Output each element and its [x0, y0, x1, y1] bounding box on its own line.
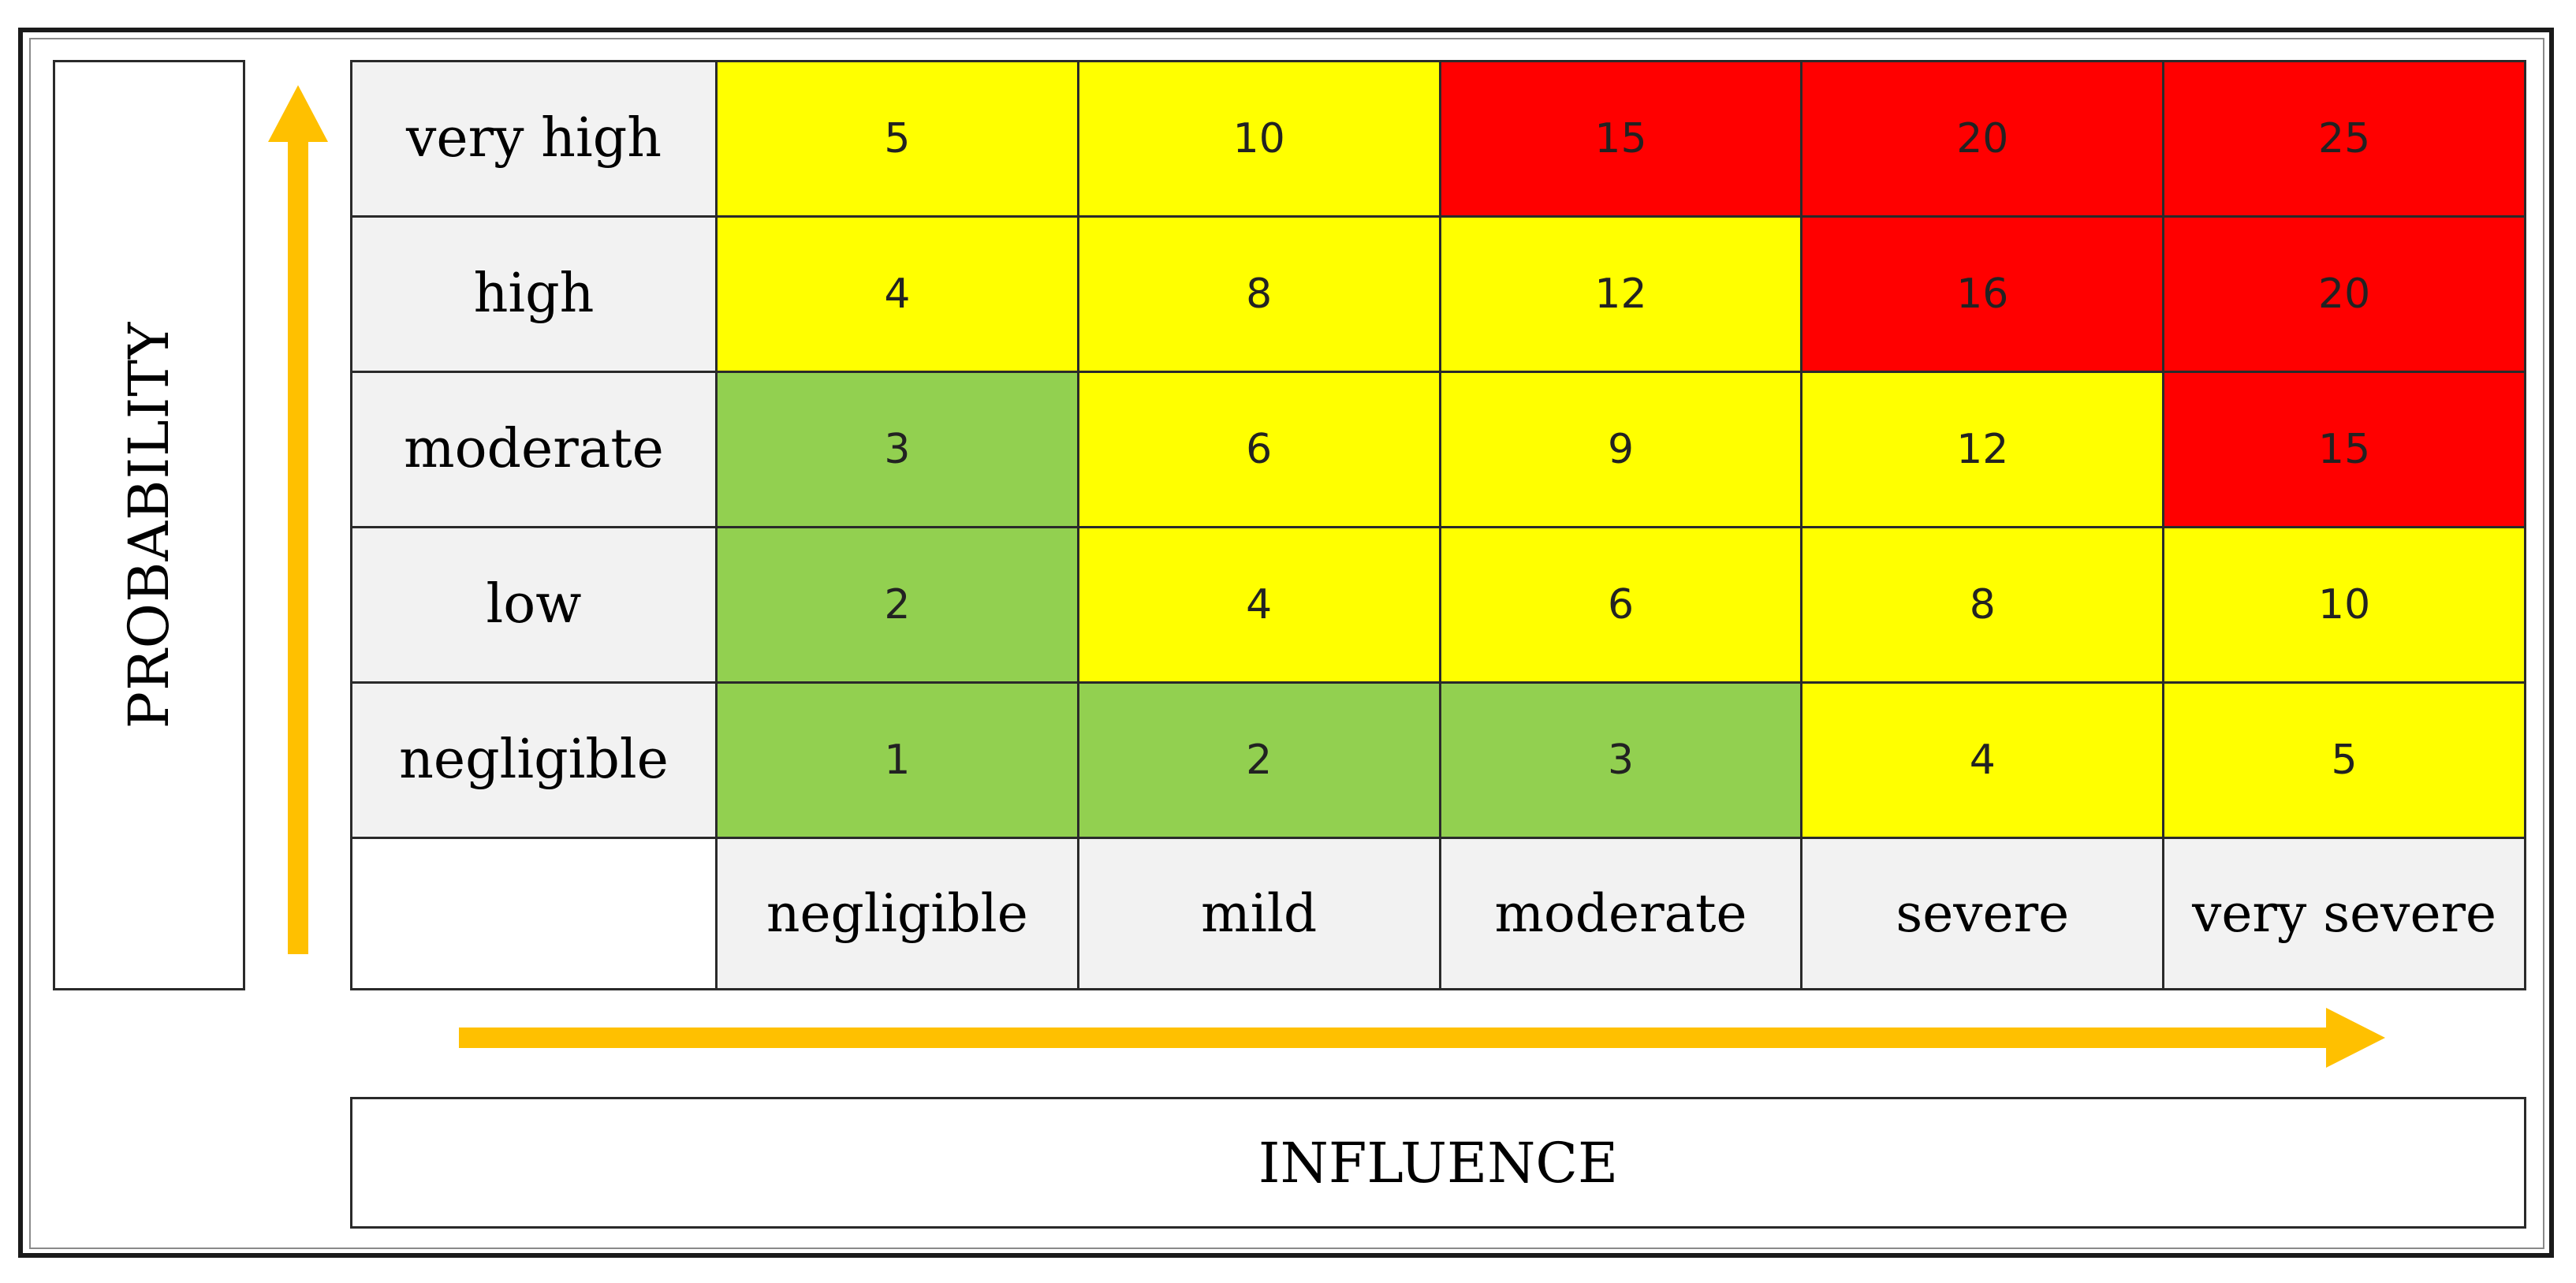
inner-frame [29, 38, 2544, 1249]
risk-cell: 10 [1076, 60, 1441, 218]
matrix-row: moderate 3 6 9 12 15 [350, 370, 2526, 528]
risk-cell: 8 [1800, 525, 2165, 684]
probability-tick-label: negligible [350, 681, 718, 839]
probability-arrow [268, 85, 328, 954]
risk-cell: 15 [2162, 370, 2526, 528]
influence-header-row: negligible mild moderate severe very severe [350, 836, 2526, 991]
risk-cell: 8 [1076, 214, 1441, 373]
influence-tick-label: moderate [1438, 836, 1803, 991]
matrix-row: very high 5 10 15 20 25 [350, 60, 2526, 218]
influence-tick-label: negligible [715, 836, 1079, 991]
probability-tick-label: low [350, 525, 718, 684]
probability-tick-label: moderate [350, 370, 718, 528]
risk-cell: 10 [2162, 525, 2526, 684]
outer-frame [18, 28, 2554, 1258]
risk-cell: 20 [1800, 60, 2165, 218]
risk-cell: 20 [2162, 214, 2526, 373]
risk-cell: 6 [1076, 370, 1441, 528]
risk-matrix: very high 5 10 15 20 25 high 4 8 12 16 20 moderate 3 6… [350, 60, 2526, 991]
influence-tick-label: mild [1076, 836, 1441, 991]
risk-cell: 25 [2162, 60, 2526, 218]
risk-cell: 12 [1800, 370, 2165, 528]
risk-cell: 6 [1438, 525, 1803, 684]
influence-axis-box: INFLUENCE [350, 1097, 2526, 1229]
risk-cell: 5 [715, 60, 1079, 218]
influence-arrow [459, 1008, 2385, 1068]
influence-tick-label: very severe [2162, 836, 2526, 991]
probability-axis-box [53, 60, 245, 990]
risk-cell: 4 [1076, 525, 1441, 684]
risk-cell: 12 [1438, 214, 1803, 373]
risk-cell: 4 [1800, 681, 2165, 839]
risk-cell: 16 [1800, 214, 2165, 373]
risk-matrix-body: very high 5 10 15 20 25 high 4 8 12 16 20 moderate 3 6… [350, 60, 2526, 991]
risk-cell: 4 [715, 214, 1079, 373]
risk-cell: 2 [1076, 681, 1441, 839]
matrix-row: high 4 8 12 16 20 [350, 214, 2526, 373]
influence-axis-label: INFLUENCE [1258, 1130, 1619, 1195]
corner-cell [350, 836, 718, 991]
risk-cell: 1 [715, 681, 1079, 839]
risk-cell: 9 [1438, 370, 1803, 528]
matrix-row: negligible 1 2 3 4 5 [350, 681, 2526, 839]
risk-cell: 15 [1438, 60, 1803, 218]
risk-cell: 5 [2162, 681, 2526, 839]
risk-cell: 3 [715, 370, 1079, 528]
probability-tick-label: high [350, 214, 718, 373]
matrix-row: low 2 4 6 8 10 [350, 525, 2526, 684]
influence-tick-label: severe [1800, 836, 2165, 991]
probability-tick-label: very high [350, 60, 718, 218]
risk-cell: 3 [1438, 681, 1803, 839]
risk-cell: 2 [715, 525, 1079, 684]
